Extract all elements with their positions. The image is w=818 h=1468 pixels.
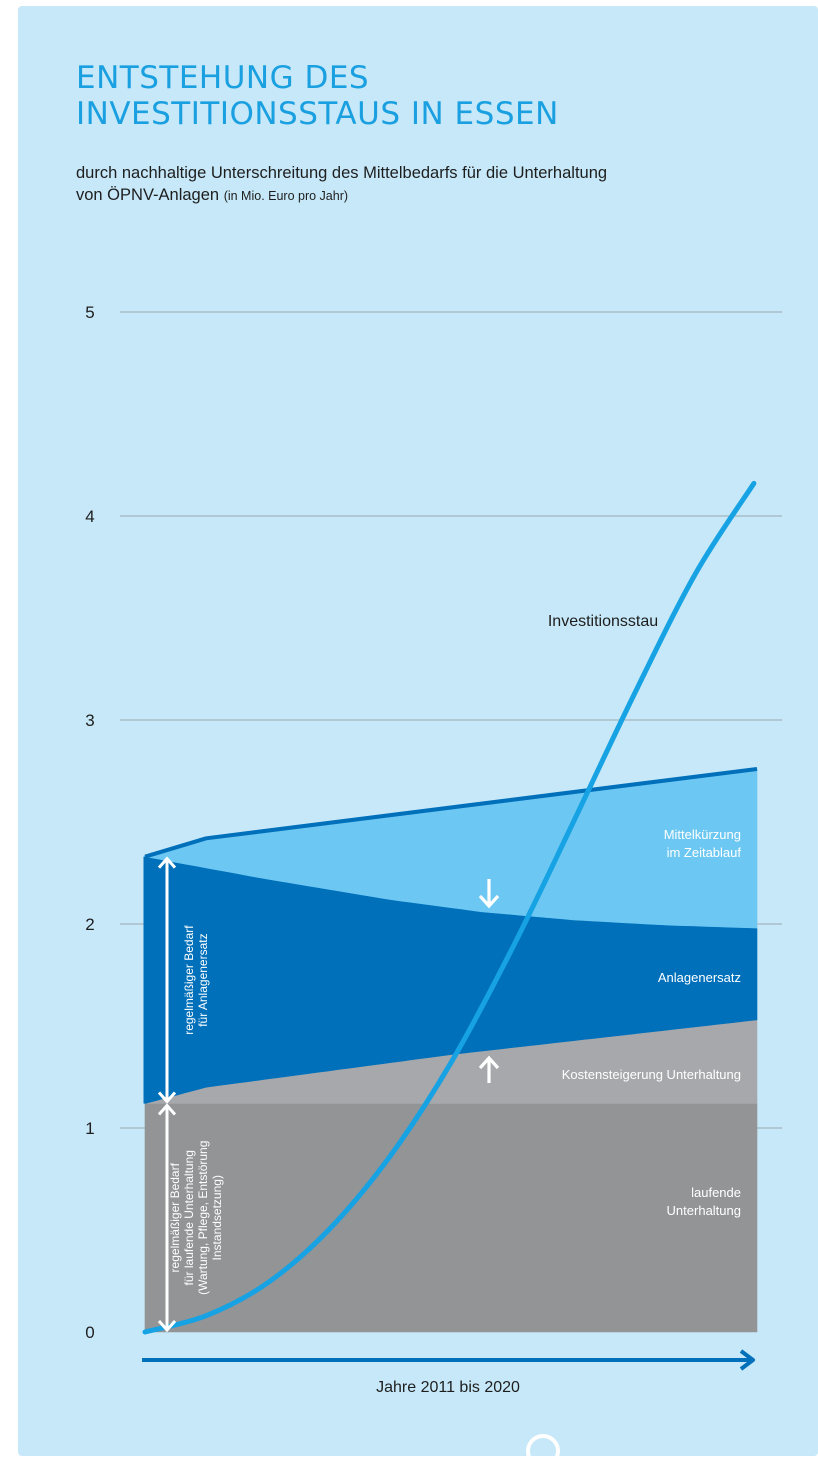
- band-label-2-0: Anlagenersatz: [658, 970, 741, 985]
- title-line-2: INVESTITIONSSTAUS IN ESSEN: [76, 96, 559, 132]
- chart-subtitle: durch nachhaltige Unterschreitung des Mi…: [76, 162, 776, 207]
- total-need-line: [144, 766, 758, 859]
- brace-label-line-0-1: für laufende Unterhaltung: [182, 1150, 196, 1285]
- y-tick-label-5: 5: [85, 303, 94, 322]
- series-line-investitionsstau: [142, 480, 757, 1335]
- subtitle-unit: (in Mio. Euro pro Jahr): [223, 189, 349, 203]
- brace-label-line-1-0: regelmäßiger Bedarf: [182, 925, 196, 1035]
- series-label-investitionsstau: Investitionsstau: [548, 613, 658, 630]
- y-tick-label-3: 3: [85, 711, 94, 730]
- brace-arrowhead-bottom-1: [157, 1091, 177, 1104]
- series-lines: Investitionsstau: [142, 480, 757, 1335]
- braces: regelmäßiger Bedarf für laufende Unterhal…: [157, 856, 224, 1333]
- band-label-0-1: Unterhaltung: [667, 1203, 741, 1218]
- y-tick-label-4: 4: [85, 507, 94, 526]
- trend-arrows: [478, 879, 500, 1083]
- y-tick-label-1: 1: [85, 1119, 94, 1138]
- x-axis-arrowhead-icon: [739, 1349, 755, 1371]
- logo-ring-icon: [526, 1434, 560, 1468]
- brace-label-0: regelmäßiger Bedarf für laufende Unterhal…: [168, 1141, 224, 1295]
- chart-labels: laufende Unterhaltung Kostensteigerung Unt…: [562, 827, 742, 1218]
- band-laufende-unterhaltung: [144, 1103, 758, 1333]
- brace-arrowhead-bottom-0: [157, 1320, 177, 1333]
- brace-label-line-0-3: Instandsetzung): [210, 1175, 224, 1260]
- y-axis-ticks: 0 1 2 3 4 5: [85, 303, 94, 1342]
- band-label-0-0: laufende: [691, 1185, 741, 1200]
- arrow-down-icon: [478, 894, 500, 909]
- arrow-up-icon: [478, 1055, 500, 1070]
- band-edges: [143, 766, 758, 1104]
- band-label-1-0: Kostensteigerung Unterhaltung: [562, 1067, 741, 1082]
- title-line-1: ENTSTEHUNG DES: [76, 60, 370, 96]
- page-title: ENTSTEHUNG DES INVESTITIONSSTAUS IN ESSE…: [76, 60, 559, 132]
- brace-label-line-1-1: für Anlagenersatz: [196, 933, 210, 1026]
- x-axis: Jahre 2011 bis 2020: [142, 1349, 755, 1396]
- band-label-3-1: im Zeitablauf: [667, 845, 742, 860]
- brace-label-1: regelmäßiger Bedarf für Anlagenersatz: [182, 925, 210, 1035]
- brace-arrowhead-top-0: [157, 1103, 177, 1116]
- brace-arrowhead-top-1: [157, 856, 177, 869]
- y-tick-label-0: 0: [85, 1323, 94, 1342]
- brace-label-line-0-0: regelmäßiger Bedarf: [168, 1162, 182, 1272]
- y-tick-label-2: 2: [85, 915, 94, 934]
- band-label-3-0: Mittelkürzung: [664, 827, 741, 842]
- subtitle-line-2: von ÖPNV-Anlagen: [76, 186, 220, 204]
- x-axis-label: Jahre 2011 bis 2020: [376, 1379, 520, 1396]
- subtitle-line-1: durch nachhaltige Unterschreitung des Mi…: [76, 164, 608, 182]
- stacked-bands: [144, 768, 758, 1333]
- brace-label-line-0-2: (Wartung, Pflege, Entstörung: [196, 1141, 210, 1295]
